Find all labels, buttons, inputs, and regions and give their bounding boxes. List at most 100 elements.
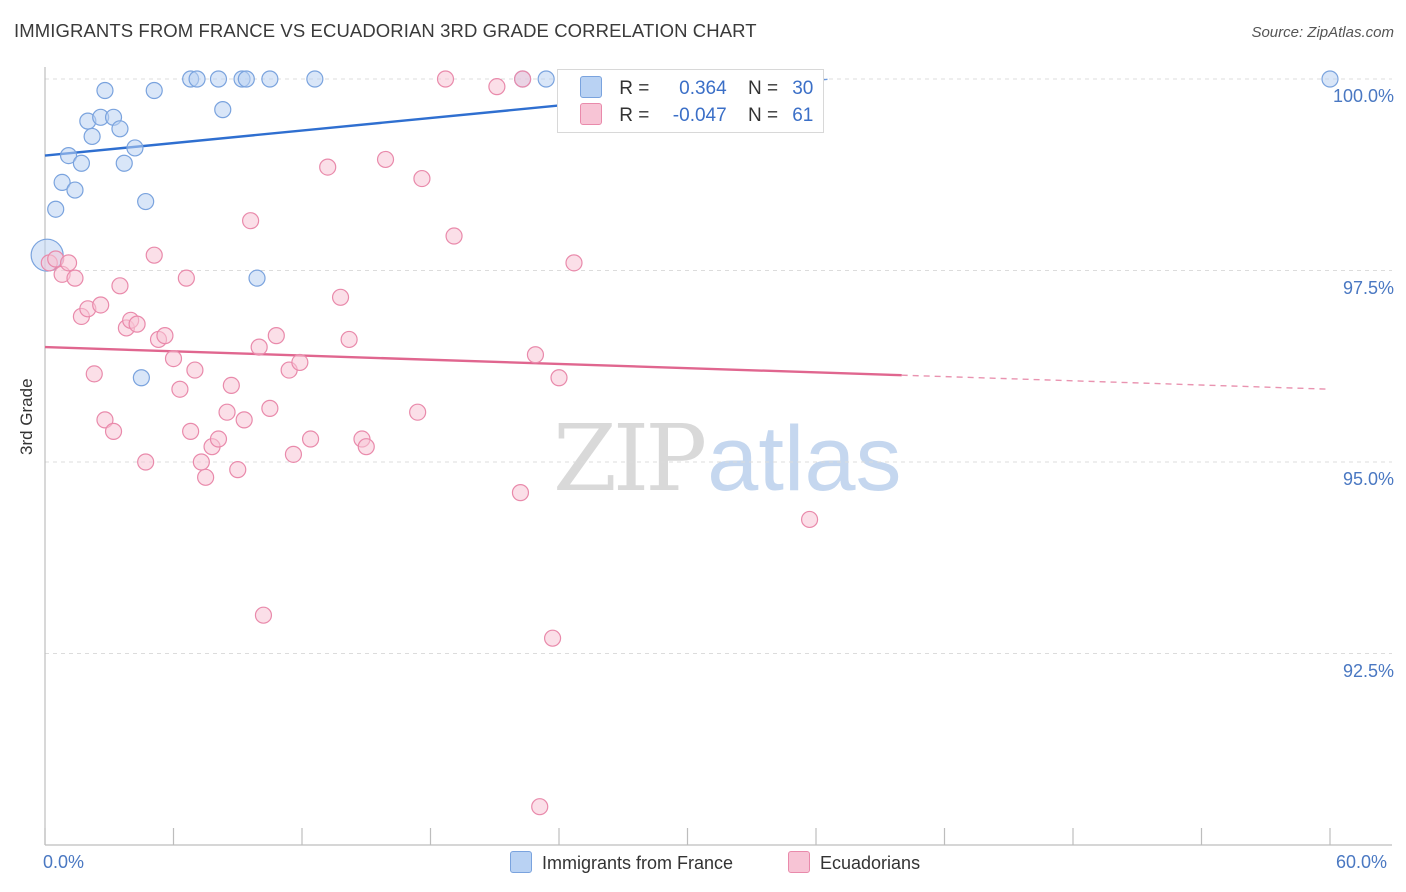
legend-swatch-ecuadorians	[580, 103, 602, 125]
france-point-23	[248, 269, 266, 287]
ecuadorian-point-58	[565, 254, 583, 272]
ecuadorian-point-20	[171, 380, 189, 398]
ecuadorian-point-34	[254, 606, 273, 624]
ecuadorian-point-36	[267, 327, 285, 345]
ecuadorian-point-4	[66, 269, 84, 287]
ecuadorian-point-10	[104, 422, 123, 440]
ecuadorian-point-19	[164, 349, 183, 368]
y-tick-label-0: 100.0%	[1332, 86, 1394, 106]
n-label: N =	[747, 105, 779, 126]
france-point-3	[59, 147, 78, 165]
ecuadorian-point-57	[550, 369, 568, 387]
ecuadorian-point-38	[284, 445, 303, 463]
ecuadorian-point-22	[182, 422, 200, 440]
legend-label-ecuadorians: Ecuadorians	[820, 853, 921, 873]
x-tick-label-max: 60.0%	[1336, 852, 1388, 872]
ecuadorian-point-54	[526, 346, 545, 364]
ecuadorian-point-45	[357, 438, 375, 456]
ecuadorian-point-40	[301, 430, 320, 448]
ecuadorian-point-55	[531, 798, 549, 816]
ecuadorian-point-21	[177, 269, 195, 287]
ecuadorian-point-53	[513, 70, 532, 88]
x-tick-label-min: 0.0%	[43, 852, 85, 872]
ecuadorian-point-35	[261, 399, 279, 417]
ecuadorian-point-23	[186, 361, 204, 379]
ecuadorian-point-31	[235, 411, 253, 429]
france-point-13	[126, 139, 144, 157]
data-points	[30, 70, 1339, 816]
ecuadorian-point-24	[192, 453, 210, 471]
chart-title: IMMIGRANTS FROM FRANCE VS ECUADORIAN 3RD…	[14, 20, 757, 41]
legend-item-ecuadorians[interactable]: Ecuadorians	[788, 851, 920, 874]
ecuadorian-point-15	[137, 453, 155, 471]
france-point-25	[306, 70, 324, 88]
ecuadorian-point-3	[59, 254, 78, 272]
y-axis-title: 3rd Grade	[17, 378, 36, 455]
ecuadorian-point-9	[96, 411, 114, 429]
france-point-9	[96, 81, 114, 100]
legend-row-ecuadorians: R = -0.047 N = 61	[580, 103, 813, 127]
r-label: R =	[619, 78, 650, 99]
watermark-zip: ZIP	[553, 405, 707, 512]
correlation-legend: R = 0.364 N = 30 R = -0.047 N = 61	[557, 69, 824, 133]
gridlines	[45, 78, 1392, 654]
france-point-5	[72, 154, 91, 172]
ecuadorian-point-8	[92, 296, 110, 314]
ecuadorian-point-28	[218, 403, 236, 421]
y-tick-label-2: 95.0%	[1342, 469, 1394, 489]
n-label: N =	[747, 78, 779, 99]
legend-swatch-france	[580, 76, 602, 98]
france-point-14	[132, 369, 150, 387]
ecuadorian-point-49	[436, 70, 455, 88]
france-point-2	[53, 173, 71, 192]
ecuadorian-point-29	[222, 376, 240, 394]
france-point-7	[83, 127, 101, 146]
ecuadorian-point-43	[340, 330, 358, 349]
ecuadorian-point-41	[319, 158, 337, 176]
ecuadorian-point-27	[209, 430, 228, 448]
r-label: R =	[619, 105, 650, 126]
ecuadorian-point-18	[156, 327, 174, 345]
source-label: Source: ZipAtlas.com	[1251, 24, 1394, 41]
ecuadorian-point-56	[543, 629, 562, 647]
ecuadorian-point-30	[229, 461, 247, 479]
ecuadorian-point-50	[445, 227, 463, 245]
watermark-atlas: atlas	[707, 408, 902, 510]
ecuadorian-point-42	[331, 288, 350, 306]
france-point-20	[214, 101, 232, 119]
france-point-12	[115, 154, 133, 172]
france-point-16	[145, 81, 163, 100]
trend-line-dashed-1	[901, 374, 1331, 390]
y-tick-label-1: 97.5%	[1342, 277, 1394, 298]
watermark: ZIPatlas	[553, 405, 902, 512]
france-point-24	[261, 70, 279, 88]
ecuadorian-point-11	[111, 277, 129, 295]
n-value-ecuadorians: 61	[792, 105, 814, 126]
legend-label-france: Immigrants from France	[542, 853, 734, 873]
france-point-4	[66, 181, 84, 199]
ecuadorian-point-33	[250, 338, 268, 356]
ecuadorian-point-14	[128, 315, 146, 333]
ecuadorian-point-52	[511, 484, 530, 502]
france-point-19	[209, 70, 228, 88]
ecuadorian-point-47	[409, 403, 427, 421]
ecuadorian-point-7	[85, 365, 103, 383]
legend-swatch-france	[510, 851, 532, 873]
france-point-29	[1321, 70, 1339, 88]
legend-row-france: R = 0.364 N = 30	[580, 76, 813, 100]
trend-line-1	[44, 345, 902, 377]
ecuadorian-point-32	[242, 212, 260, 230]
legend-swatch-ecuadorians	[788, 851, 810, 873]
n-value-france: 30	[792, 78, 814, 99]
r-value-france: 0.364	[679, 78, 727, 99]
legend-item-france[interactable]: Immigrants from France	[510, 851, 733, 874]
france-point-18	[188, 70, 206, 88]
france-point-27	[537, 70, 555, 88]
ecuadorian-point-39	[291, 353, 309, 372]
france-point-15	[137, 192, 155, 211]
ecuadorian-point-25	[197, 468, 215, 486]
france-point-1	[47, 200, 65, 218]
france-point-11	[111, 120, 129, 138]
ecuadorian-point-48	[413, 169, 431, 188]
